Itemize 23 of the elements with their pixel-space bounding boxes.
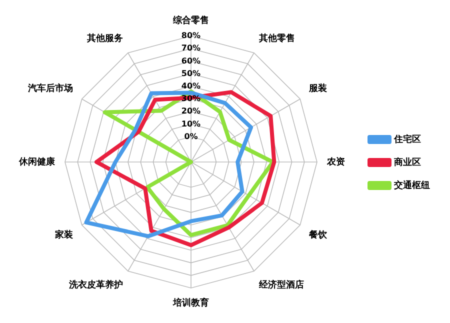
spoke-label: 综合零售: [172, 14, 209, 26]
spoke-label: 餐饮: [308, 230, 328, 241]
y-tick-label: 0%: [184, 132, 198, 141]
spoke-label: 服装: [308, 82, 328, 94]
spoke-label: 其他服务: [86, 33, 123, 44]
y-tick-label: 40%: [181, 81, 201, 90]
spoke-label: 休闲健康: [18, 156, 56, 168]
y-tick-label: 70%: [181, 44, 201, 53]
legend-label: 交通枢纽: [393, 180, 430, 191]
y-tick-label: 50%: [181, 68, 201, 78]
y-tick-label: 20%: [181, 106, 201, 116]
legend-label: 住宅区: [393, 134, 421, 145]
y-tick-label: 80%: [181, 31, 201, 40]
spoke-label: 其他零售: [258, 33, 295, 44]
spoke-label: 洗衣皮革养护: [68, 280, 123, 291]
y-tick-label: 10%: [181, 119, 201, 128]
spoke-label: 家装: [54, 230, 74, 241]
legend-label: 商业区: [393, 156, 421, 168]
spoke-label: 汽车后市场: [27, 82, 74, 94]
spoke-label: 经济型酒店: [258, 280, 304, 291]
spoke-label: 培训教育: [172, 296, 209, 309]
spoke-label: 农资: [326, 156, 345, 168]
y-tick-label: 60%: [181, 56, 201, 66]
